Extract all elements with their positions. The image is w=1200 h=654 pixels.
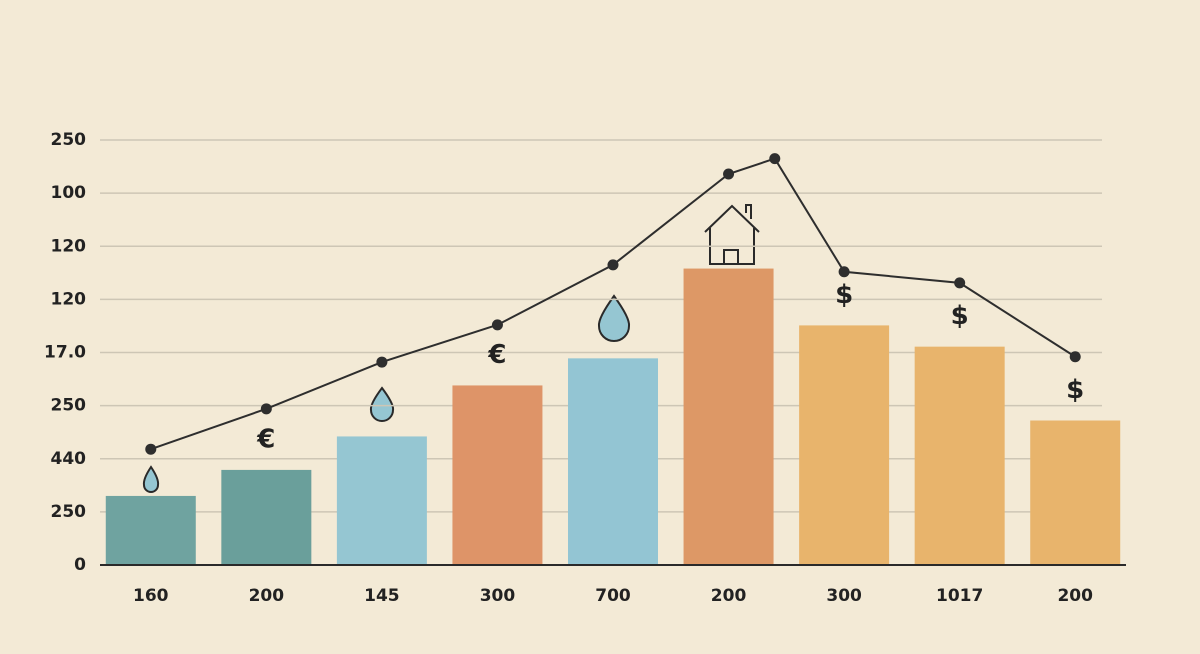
y-tick-label: 0 <box>74 555 86 575</box>
trend-line <box>150 157 1076 451</box>
bar <box>568 358 658 565</box>
bar <box>1030 420 1121 565</box>
bar <box>683 268 774 565</box>
bar-symbol: $ <box>951 301 969 331</box>
y-tick-label: 250 <box>51 396 87 416</box>
x-tick-label: 1017 <box>936 586 983 606</box>
bar-symbol: $ <box>1066 375 1084 405</box>
x-tick-label: 700 <box>595 586 631 606</box>
line-point <box>723 168 735 180</box>
bar <box>105 495 196 565</box>
line-point <box>954 277 966 289</box>
line-point <box>376 356 388 368</box>
bar <box>799 325 890 565</box>
line-point <box>260 403 272 415</box>
bar-symbol: € <box>487 340 506 370</box>
bar <box>914 346 1005 565</box>
bar-symbol: € <box>256 424 275 454</box>
y-tick-label: 120 <box>51 236 87 256</box>
line-point <box>1069 351 1081 363</box>
line-point <box>838 266 850 278</box>
bar-symbol: $ <box>835 280 853 310</box>
line-point <box>491 319 503 331</box>
bar <box>221 469 312 565</box>
y-tick-label: 120 <box>51 289 87 309</box>
x-tick-label: 160 <box>133 586 169 606</box>
y-tick-label: 250 <box>51 502 87 522</box>
line-point <box>607 259 619 271</box>
x-tick-label: 145 <box>364 586 400 606</box>
x-tick-label: 300 <box>480 586 516 606</box>
line-point <box>769 153 781 165</box>
y-tick-label: 440 <box>51 449 87 469</box>
bar <box>452 385 543 565</box>
x-tick-label: 200 <box>711 586 747 606</box>
x-tick-label: 200 <box>249 586 285 606</box>
x-tick-label: 200 <box>1057 586 1093 606</box>
x-tick-label: 300 <box>826 586 862 606</box>
line-point <box>145 443 157 455</box>
bar <box>336 436 427 565</box>
y-tick-label: 100 <box>51 183 87 203</box>
y-tick-label: 17.0 <box>44 343 86 363</box>
y-tick-label: 250 <box>51 130 87 150</box>
